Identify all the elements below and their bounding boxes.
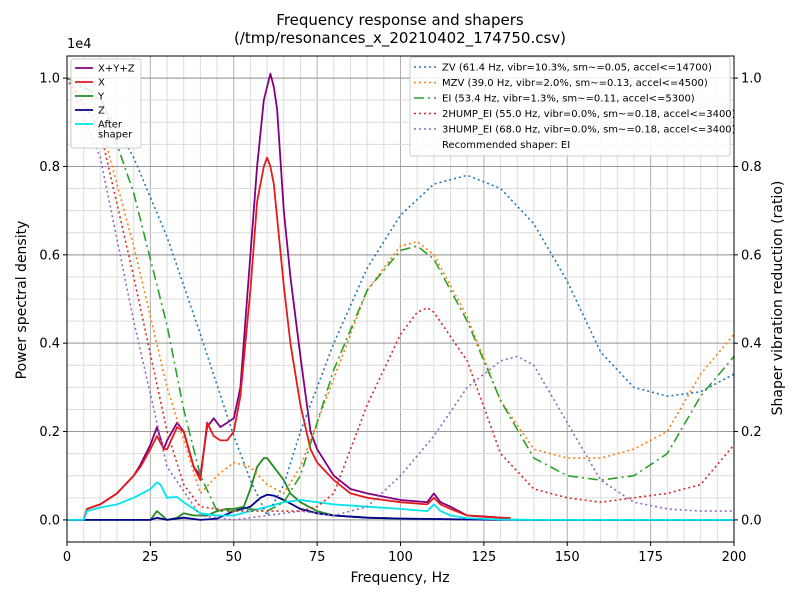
y2-tick-label: 0.0: [741, 513, 762, 528]
x-tick-label: 25: [142, 550, 159, 565]
legend-psd-label: X+Y+Z: [98, 64, 135, 75]
recommended-shaper-text: Recommended shaper: EI: [442, 140, 570, 151]
chart-title: Frequency response and shapers: [276, 11, 524, 29]
psd-series-group: [67, 72, 734, 521]
y2-tick-label: 0.6: [741, 248, 762, 263]
x-tick-label: 150: [555, 550, 580, 565]
y2-tick-label: 1.0: [741, 72, 762, 87]
psd-line-1: [67, 156, 511, 521]
x-tick-label: 125: [471, 550, 496, 565]
y2-tick-label: 0.4: [741, 337, 762, 352]
legend-psd-label: Y: [97, 92, 105, 103]
y-tick-label: 0.6: [39, 248, 60, 263]
x-axis-label: Frequency, Hz: [350, 570, 449, 586]
x-tick-label: 100: [388, 550, 413, 565]
legend-shaper-label: MZV (39.0 Hz, vibr=2.0%, sm~=0.13, accel…: [442, 78, 708, 89]
chart-subtitle: (/tmp/resonances_x_20210402_174750.csv): [234, 29, 566, 48]
y-tick-label: 0.2: [39, 425, 60, 440]
psd-line-0: [67, 72, 511, 521]
legend-shaper-label: 2HUMP_EI (55.0 Hz, vibr=0.0%, sm~=0.18, …: [442, 109, 736, 120]
legend-psd-label: Z: [98, 106, 105, 117]
psd-line-4: [67, 481, 734, 521]
y2-axis-label: Shaper vibration reduction (ratio): [770, 181, 786, 416]
y-axis-ticks: 0.0 0.2 0.4 0.6 0.8 1.0: [39, 72, 67, 528]
legend-shapers: ZV (61.4 Hz, vibr=10.3%, sm~=0.05, accel…: [409, 56, 736, 157]
y-tick-label: 0.4: [39, 337, 60, 352]
legend-psd-label: shaper: [98, 130, 133, 141]
shaper-line-2: [66, 77, 735, 512]
legend-shaper-label: ZV (61.4 Hz, vibr=10.3%, sm~=0.05, accel…: [442, 63, 712, 74]
legend-shaper-label: EI (53.4 Hz, vibr=1.3%, sm~=0.11, accel<…: [442, 94, 695, 105]
x-tick-label: 200: [722, 550, 747, 565]
y2-tick-label: 0.2: [741, 425, 762, 440]
y-tick-label: 0.8: [39, 160, 60, 175]
shaper-line-3: [66, 77, 735, 512]
legend-shaper-label: 3HUMP_EI (68.0 Hz, vibr=0.0%, sm~=0.18, …: [442, 125, 736, 136]
y2-tick-label: 0.8: [741, 160, 762, 175]
x-tick-label: 0: [63, 550, 71, 565]
shaper-line-0: [66, 77, 735, 517]
y-multiplier-label: 1e4: [67, 37, 92, 52]
y2-axis-ticks: 0.0 0.2 0.4 0.6 0.8 1.0: [734, 72, 762, 528]
y-axis-label: Power spectral density: [14, 221, 30, 380]
x-tick-label: 50: [225, 550, 242, 565]
x-tick-label: 75: [309, 550, 326, 565]
x-axis-ticks: 0 25 50 75 100 125 150 175 200: [63, 542, 747, 565]
shaper-series-group: [66, 77, 735, 521]
legend-psd-label: X: [98, 78, 105, 89]
y-tick-label: 1.0: [39, 72, 60, 87]
x-tick-label: 175: [638, 550, 663, 565]
legend-shapers-box: [409, 56, 731, 157]
y-tick-label: 0.0: [39, 513, 60, 528]
legend-psd-label: After: [98, 120, 123, 131]
